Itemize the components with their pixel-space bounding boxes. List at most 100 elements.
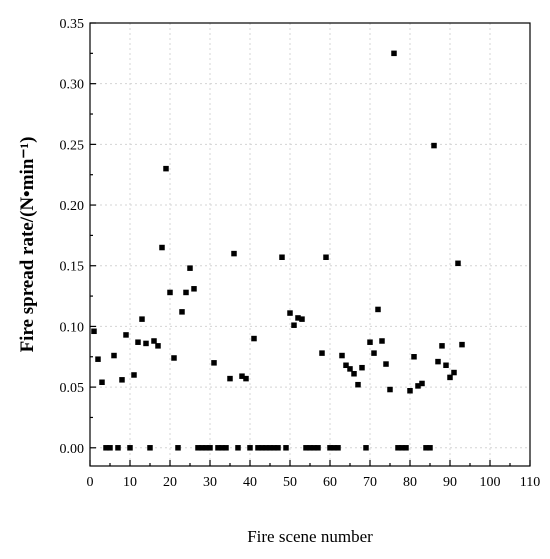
y-tick-label: 0.35 — [60, 17, 85, 32]
data-point — [183, 289, 189, 296]
y-tick-label: 0.10 — [60, 320, 85, 335]
data-point — [359, 364, 365, 371]
data-point — [423, 445, 429, 451]
y-tick-label: 0.25 — [60, 138, 85, 153]
data-points — [91, 50, 465, 451]
y-tick-label: 0.15 — [60, 260, 85, 275]
data-point — [443, 362, 449, 369]
data-point — [335, 445, 341, 451]
data-point — [199, 445, 205, 451]
x-tick-labels: 0 10 20 30 40 50 60 70 80 90 100 110 — [87, 475, 541, 490]
x-axis-title: Fire scene number — [247, 527, 373, 546]
data-point — [243, 375, 249, 382]
axis-ticks — [89, 22, 531, 466]
y-tick-label: 0.30 — [60, 78, 85, 93]
data-point — [439, 343, 445, 349]
x-tick-label: 90 — [443, 475, 457, 490]
data-point — [347, 366, 353, 372]
y-tick-label: 0.05 — [60, 381, 85, 396]
data-point — [235, 445, 241, 451]
data-point — [239, 373, 245, 379]
data-point — [291, 322, 297, 328]
x-tick-label: 80 — [403, 475, 417, 490]
data-point — [375, 306, 381, 313]
y-tick-labels: 0.00 0.05 0.10 0.15 0.20 0.25 0.30 0.35 — [60, 17, 85, 457]
data-point — [279, 254, 285, 260]
data-point — [395, 445, 401, 451]
y-axis-title: Fire spread rate/(N•min⁻¹) — [17, 137, 38, 353]
data-point — [303, 445, 309, 451]
data-point — [339, 352, 345, 359]
data-point — [175, 445, 181, 451]
data-point — [231, 250, 237, 257]
data-point — [155, 343, 161, 349]
data-point — [215, 445, 221, 451]
data-point — [151, 338, 157, 344]
data-point — [259, 445, 265, 451]
data-point — [275, 445, 281, 451]
data-point — [355, 381, 361, 388]
data-point — [283, 445, 289, 451]
data-point — [263, 445, 269, 451]
data-point — [327, 445, 333, 451]
x-tick-label: 20 — [163, 475, 177, 490]
data-point — [299, 316, 305, 322]
data-point — [111, 352, 117, 359]
data-point — [207, 445, 213, 451]
data-point — [123, 332, 129, 338]
data-point — [195, 445, 201, 451]
data-point — [135, 339, 141, 345]
data-point — [163, 165, 169, 172]
data-point — [399, 445, 405, 451]
data-point — [403, 445, 409, 451]
data-point — [447, 374, 453, 381]
data-point — [187, 265, 193, 271]
data-point — [419, 380, 425, 387]
y-tick-label: 0.20 — [60, 199, 85, 214]
x-tick-label: 70 — [363, 475, 377, 490]
data-point — [119, 377, 125, 383]
data-point — [415, 383, 421, 389]
data-point — [295, 315, 301, 321]
data-point — [147, 445, 153, 451]
data-point — [91, 328, 97, 335]
data-point — [451, 369, 457, 376]
plot-frame — [89, 22, 531, 467]
data-point — [427, 445, 433, 451]
data-point — [371, 350, 377, 356]
x-tick-label: 100 — [480, 475, 501, 490]
data-point — [219, 445, 225, 451]
data-point — [251, 335, 257, 342]
data-point — [247, 445, 253, 451]
data-point — [131, 372, 137, 378]
data-point — [343, 362, 349, 369]
data-point — [99, 379, 105, 386]
data-point — [127, 445, 133, 451]
data-point — [407, 388, 413, 394]
x-tick-label: 60 — [323, 475, 337, 490]
data-point — [143, 340, 149, 347]
data-point — [367, 339, 373, 345]
x-tick-label: 40 — [243, 475, 257, 490]
data-point — [323, 254, 329, 260]
data-point — [159, 244, 165, 251]
data-point — [383, 361, 389, 367]
data-point — [191, 286, 197, 292]
x-tick-label: 30 — [203, 475, 217, 490]
y-tick-label: 0.00 — [60, 442, 85, 457]
data-point — [391, 50, 397, 57]
x-tick-label: 50 — [283, 475, 297, 490]
data-point — [331, 445, 337, 451]
data-point — [287, 310, 293, 316]
data-point — [319, 350, 325, 356]
data-point — [455, 260, 461, 267]
data-point — [107, 445, 113, 451]
data-point — [435, 358, 441, 365]
data-point — [311, 445, 317, 451]
x-tick-label: 0 — [87, 475, 94, 490]
data-point — [115, 445, 121, 451]
data-point — [411, 354, 417, 360]
x-tick-label: 110 — [520, 475, 540, 490]
data-point — [315, 445, 321, 451]
